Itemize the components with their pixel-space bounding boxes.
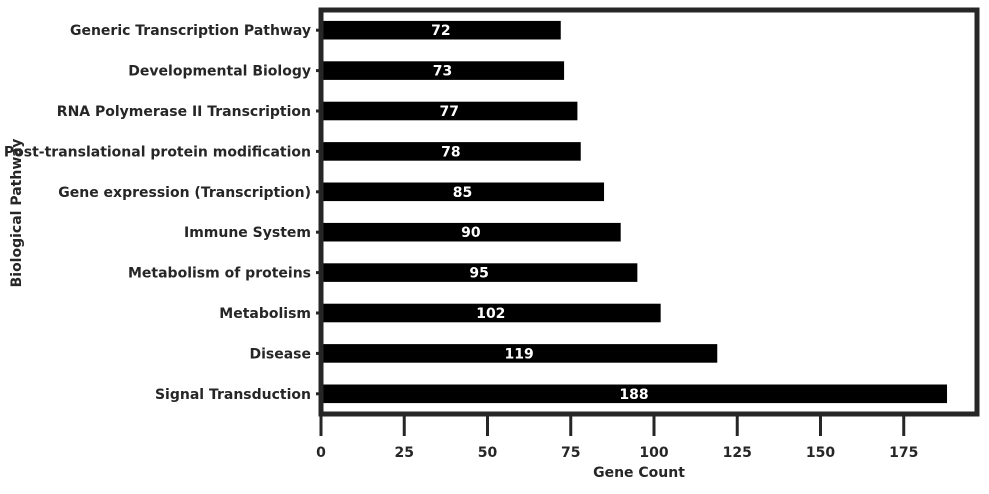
bar-value-label: 90 [461, 225, 481, 241]
y-tick-label: Metabolism [219, 306, 311, 322]
bar-value-label: 188 [619, 387, 648, 403]
y-tick-label: Developmental Biology [128, 64, 311, 80]
bar-value-label: 72 [431, 23, 450, 39]
bar [321, 182, 605, 202]
y-tick-label: Disease [249, 346, 311, 362]
y-tick-label: RNA Polymerase II Transcription [57, 104, 311, 120]
bar [321, 263, 638, 282]
x-tick-label: 0 [316, 445, 326, 461]
bar-value-label: 119 [505, 346, 534, 362]
x-tick-label: 75 [561, 445, 580, 461]
x-axis-label: Gene Count [593, 465, 685, 481]
y-tick-label: Post-translational protein modification [4, 144, 311, 160]
x-tick-label: 150 [806, 445, 835, 461]
bar [321, 142, 581, 161]
bars-layer [321, 20, 948, 404]
bar-value-label: 73 [433, 64, 452, 80]
x-tick-label: 125 [723, 445, 752, 461]
y-tick-label: Metabolism of proteins [128, 266, 311, 282]
bar-value-label: 78 [441, 144, 460, 160]
y-tick-label: Generic Transcription Pathway [70, 23, 311, 39]
bar [321, 61, 565, 80]
y-tick-label: Immune System [184, 225, 311, 241]
x-tick-label: 100 [639, 445, 668, 461]
data-labels-layer: 72 73 77 78 85 90 95 102 119 188 [431, 23, 648, 403]
x-axis-ticks: 0 25 50 75 100 125 150 175 [316, 414, 918, 461]
y-axis-label: Biological Pathway [9, 139, 25, 288]
bar [321, 222, 621, 242]
bar-value-label: 95 [469, 266, 488, 282]
y-tick-label: Gene expression (Transcription) [58, 185, 311, 201]
y-axis-ticks: Generic Transcription Pathway Development… [4, 23, 321, 403]
bar-value-label: 85 [453, 185, 472, 201]
bar [321, 344, 718, 363]
plot-frame [318, 7, 980, 417]
x-tick-label: 50 [478, 445, 498, 461]
bar [321, 20, 561, 40]
bar [321, 384, 948, 404]
y-tick-label: Signal Transduction [155, 387, 311, 403]
bar-value-label: 102 [476, 306, 505, 322]
bar [321, 303, 661, 323]
bar-value-label: 77 [439, 104, 458, 120]
x-tick-label: 25 [395, 445, 414, 461]
bar [321, 101, 578, 121]
x-tick-label: 175 [889, 445, 918, 461]
